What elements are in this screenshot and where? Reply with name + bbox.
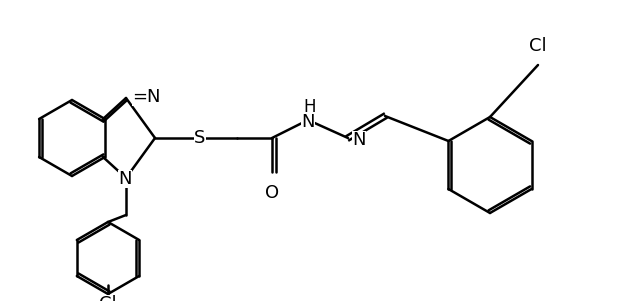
Text: N: N — [352, 131, 365, 149]
Text: H: H — [304, 98, 316, 116]
Text: O: O — [265, 184, 279, 202]
Text: N: N — [301, 113, 315, 131]
Text: N: N — [118, 170, 132, 188]
Text: Cl: Cl — [529, 37, 547, 55]
Text: Cl: Cl — [99, 295, 117, 301]
Text: S: S — [195, 129, 205, 147]
Text: =N: =N — [132, 88, 161, 106]
